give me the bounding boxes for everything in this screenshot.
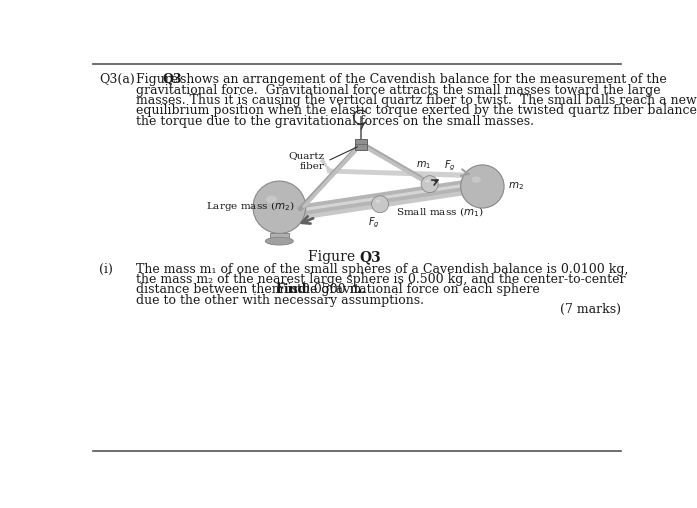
Text: gravitational force.  Gravitational force attracts the small masses toward the l: gravitational force. Gravitational force… <box>136 84 661 97</box>
Ellipse shape <box>425 179 429 182</box>
Text: The mass m₁ of one of the small spheres of a Cavendish balance is 0.0100 kg,: The mass m₁ of one of the small spheres … <box>136 263 628 276</box>
Text: Q3: Q3 <box>162 73 182 86</box>
Circle shape <box>461 165 504 208</box>
Text: (7 marks): (7 marks) <box>560 303 621 316</box>
Ellipse shape <box>376 200 380 203</box>
Text: Small mass ($m_1$): Small mass ($m_1$) <box>396 205 483 218</box>
Text: Figure: Figure <box>136 73 182 86</box>
Text: masses. Thus it is causing the vertical quartz fiber to twist.  The small balls : masses. Thus it is causing the vertical … <box>136 94 697 107</box>
Polygon shape <box>275 179 482 224</box>
Text: Large mass ($m_2$): Large mass ($m_2$) <box>206 199 294 213</box>
Text: equilibrium position when the elastic torque exerted by the twisted quartz fiber: equilibrium position when the elastic to… <box>136 105 697 117</box>
Text: $F_g$: $F_g$ <box>368 216 380 230</box>
Text: the gravitational force on each sphere: the gravitational force on each sphere <box>293 283 540 297</box>
Text: $m_2$: $m_2$ <box>508 180 524 193</box>
Text: distance between them is 0.0500 m.: distance between them is 0.0500 m. <box>136 283 369 297</box>
Text: the torque due to the gravitational forces on the small masses.: the torque due to the gravitational forc… <box>136 115 534 128</box>
FancyBboxPatch shape <box>355 139 367 149</box>
Text: the mass m₂ of the nearest large sphere is 0.500 kg, and the center-to-center: the mass m₂ of the nearest large sphere … <box>136 273 625 286</box>
Polygon shape <box>277 181 482 215</box>
Polygon shape <box>277 177 483 219</box>
Polygon shape <box>320 158 473 178</box>
Text: Find: Find <box>275 283 307 297</box>
Text: $m_1$: $m_1$ <box>416 160 431 171</box>
Circle shape <box>372 196 389 213</box>
Text: (i): (i) <box>99 263 113 276</box>
Text: shows an arrangement of the Cavendish balance for the measurement of the: shows an arrangement of the Cavendish ba… <box>176 73 667 86</box>
Ellipse shape <box>266 196 277 203</box>
Text: Q3: Q3 <box>359 250 381 264</box>
Text: due to the other with necessary assumptions.: due to the other with necessary assumpti… <box>136 294 424 307</box>
Circle shape <box>253 181 306 234</box>
Ellipse shape <box>266 237 293 245</box>
Circle shape <box>421 176 438 193</box>
FancyBboxPatch shape <box>270 234 289 241</box>
Text: Q3(a): Q3(a) <box>99 73 135 86</box>
Text: Quartz
fiber: Quartz fiber <box>288 151 324 171</box>
Text: Figure: Figure <box>307 250 359 264</box>
Ellipse shape <box>472 176 481 182</box>
Text: $F_g$: $F_g$ <box>443 158 455 173</box>
